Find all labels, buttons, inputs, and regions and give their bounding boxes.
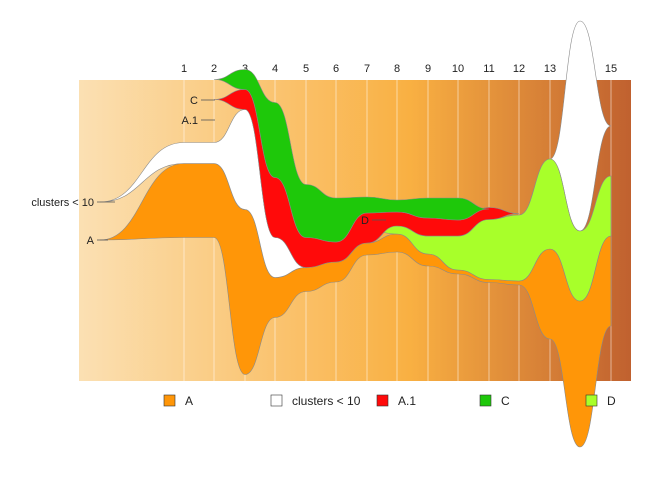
x-tick-labels: 123456789101112131415 — [181, 63, 617, 75]
legend-swatch-clusters-10 — [270, 394, 283, 407]
legend-item-a-1: A.1 — [376, 394, 416, 408]
legend-item-c: C — [479, 394, 510, 408]
legend-swatch-a — [163, 394, 176, 407]
legend-label-a-1: A.1 — [398, 394, 416, 408]
x-tick-3: 3 — [242, 63, 248, 75]
x-tick-5: 5 — [303, 63, 309, 75]
stream-label-d: D — [361, 215, 369, 227]
legend-swatch-d — [585, 394, 598, 407]
x-tick-13: 13 — [544, 63, 556, 75]
stream-label-a: A — [87, 235, 95, 247]
legend-label-d: D — [607, 394, 616, 408]
flows — [99, 20, 612, 448]
x-tick-2: 2 — [211, 63, 217, 75]
x-tick-6: 6 — [333, 63, 339, 75]
stream-label-c: C — [190, 95, 198, 107]
x-tick-1: 1 — [181, 63, 187, 75]
x-tick-4: 4 — [272, 63, 278, 75]
legend-item-d: D — [585, 394, 616, 408]
legend-item-clusters-10: clusters < 10 — [270, 394, 361, 408]
x-tick-11: 11 — [483, 63, 494, 75]
stream-label-clusters-10: clusters < 10 — [31, 197, 94, 209]
x-tick-8: 8 — [394, 63, 400, 75]
x-tick-9: 9 — [425, 63, 431, 75]
legend-label-a: A — [185, 394, 193, 408]
x-tick-15: 15 — [605, 63, 617, 75]
stream-label-a-1: A.1 — [181, 115, 198, 127]
x-tick-12: 12 — [513, 63, 525, 75]
stream-labels: C A.1 clusters < 10 D A — [31, 95, 386, 247]
legend-label-c: C — [501, 394, 510, 408]
legend-label-clusters-10: clusters < 10 — [292, 394, 361, 408]
legend-item-a: A — [163, 394, 193, 408]
x-tick-7: 7 — [364, 63, 370, 75]
legend-swatch-c — [479, 394, 492, 407]
x-tick-10: 10 — [452, 63, 464, 75]
legend-swatch-a-1 — [376, 394, 389, 407]
